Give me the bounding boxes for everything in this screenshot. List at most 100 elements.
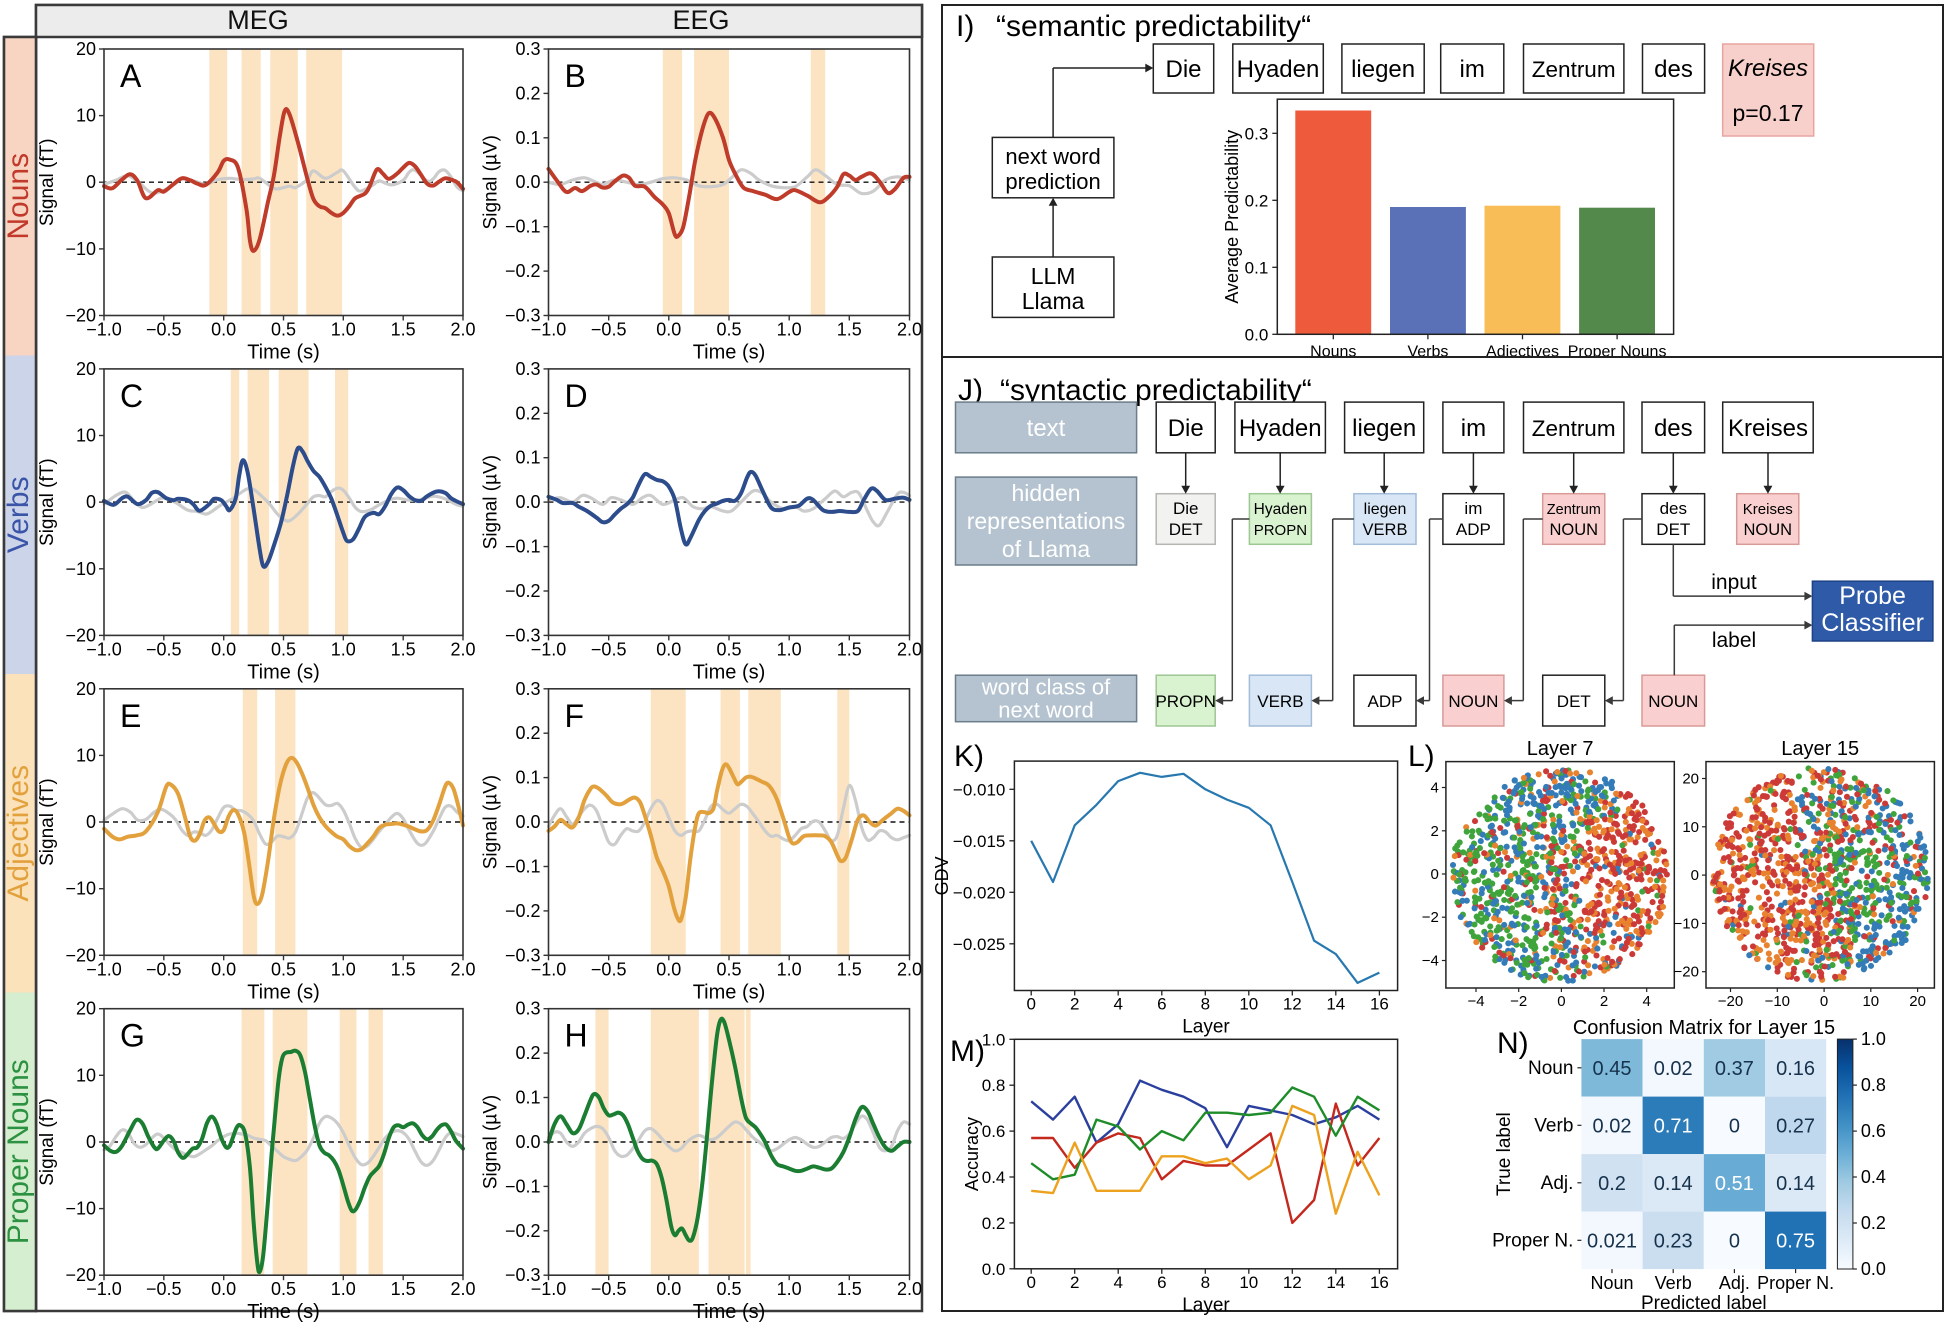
svg-text:0.37: 0.37 — [1715, 1058, 1754, 1080]
svg-text:0.5: 0.5 — [716, 1279, 741, 1299]
svg-text:0.2: 0.2 — [982, 1214, 1006, 1233]
svg-text:0.45: 0.45 — [1593, 1058, 1632, 1080]
svg-text:0.3: 0.3 — [515, 359, 540, 379]
svg-text:0.5: 0.5 — [716, 639, 741, 659]
svg-text:0: 0 — [86, 812, 96, 832]
svg-text:M): M) — [950, 1035, 985, 1068]
svg-text:Time (s): Time (s) — [693, 981, 766, 1003]
svg-text:10: 10 — [76, 1065, 96, 1085]
svg-text:Time (s): Time (s) — [247, 661, 320, 683]
svg-text:−0.5: −0.5 — [146, 1279, 182, 1299]
svg-text:Hyaden: Hyaden — [1239, 415, 1322, 442]
svg-text:im: im — [1461, 415, 1486, 442]
svg-text:Adj.: Adj. — [1719, 1273, 1750, 1293]
svg-text:20: 20 — [1682, 771, 1699, 788]
svg-text:1.0: 1.0 — [331, 639, 356, 659]
svg-text:input: input — [1711, 571, 1757, 594]
svg-text:0.1: 0.1 — [515, 128, 540, 148]
svg-text:0.5: 0.5 — [271, 1279, 296, 1299]
svg-text:Proper N.: Proper N. — [1757, 1273, 1834, 1293]
svg-text:PROPN: PROPN — [1155, 692, 1215, 711]
svg-text:Signal (fT): Signal (fT) — [37, 1098, 58, 1186]
svg-text:0.2: 0.2 — [515, 1043, 540, 1063]
svg-text:−0.1: −0.1 — [505, 217, 541, 237]
svg-text:VERB: VERB — [1363, 521, 1408, 539]
svg-text:0.0: 0.0 — [515, 1132, 540, 1152]
svg-text:K): K) — [954, 740, 984, 773]
svg-text:Classifier: Classifier — [1821, 609, 1924, 637]
svg-text:Accuracy: Accuracy — [962, 1117, 982, 1191]
svg-text:Noun: Noun — [1528, 1058, 1573, 1079]
svg-text:0.23: 0.23 — [1654, 1230, 1693, 1252]
svg-text:1.0: 1.0 — [777, 639, 802, 659]
svg-text:0: 0 — [86, 172, 96, 192]
svg-text:“semantic predictability“: “semantic predictability“ — [996, 10, 1311, 43]
svg-text:1.0: 1.0 — [331, 320, 356, 340]
svg-text:2: 2 — [1431, 823, 1439, 840]
svg-text:0.1: 0.1 — [515, 768, 540, 788]
svg-text:0.02: 0.02 — [1593, 1115, 1632, 1137]
svg-text:GDV: GDV — [932, 856, 952, 895]
svg-text:4: 4 — [1113, 1273, 1122, 1292]
svg-text:0.4: 0.4 — [982, 1168, 1006, 1187]
svg-text:Zentrum: Zentrum — [1547, 502, 1601, 518]
svg-text:Layer 15: Layer 15 — [1781, 738, 1859, 760]
svg-text:word class of: word class of — [981, 675, 1111, 700]
svg-text:20: 20 — [1909, 993, 1926, 1010]
svg-text:EEG: EEG — [672, 5, 729, 35]
svg-text:Layer: Layer — [1182, 1295, 1230, 1316]
svg-text:−0.1: −0.1 — [505, 537, 541, 557]
svg-text:Llama: Llama — [1022, 288, 1085, 314]
svg-text:Layer 7: Layer 7 — [1527, 738, 1594, 760]
svg-text:0.6: 0.6 — [982, 1122, 1006, 1141]
svg-text:−1.0: −1.0 — [531, 320, 567, 340]
svg-text:−0.5: −0.5 — [146, 320, 182, 340]
svg-text:p=0.17: p=0.17 — [1733, 100, 1804, 126]
svg-text:ADP: ADP — [1456, 520, 1491, 539]
svg-text:Confusion Matrix for Layer 15: Confusion Matrix for Layer 15 — [1573, 1017, 1835, 1039]
svg-text:0.8: 0.8 — [1861, 1075, 1886, 1095]
svg-text:−0.015: −0.015 — [953, 832, 1005, 851]
svg-text:Adj.: Adj. — [1541, 1173, 1574, 1194]
svg-text:1.5: 1.5 — [837, 1279, 862, 1299]
svg-text:DET: DET — [1557, 692, 1591, 711]
svg-text:−1.0: −1.0 — [531, 959, 567, 979]
svg-text:PROPN: PROPN — [1254, 522, 1307, 539]
svg-text:next word: next word — [998, 698, 1093, 723]
svg-text:2: 2 — [1070, 1273, 1079, 1292]
svg-text:10: 10 — [76, 426, 96, 446]
svg-text:−0.3: −0.3 — [505, 945, 541, 965]
svg-text:0.0: 0.0 — [1861, 1259, 1886, 1279]
svg-text:−0.2: −0.2 — [505, 261, 541, 281]
svg-text:0.6: 0.6 — [1861, 1121, 1886, 1141]
svg-text:1.0: 1.0 — [331, 959, 356, 979]
svg-text:0.0: 0.0 — [656, 959, 681, 979]
svg-text:0.5: 0.5 — [271, 639, 296, 659]
svg-text:NOUN: NOUN — [1744, 521, 1793, 539]
svg-text:0.75: 0.75 — [1776, 1230, 1815, 1252]
svg-text:1.5: 1.5 — [391, 959, 416, 979]
svg-text:0.2: 0.2 — [515, 83, 540, 103]
svg-text:1.0: 1.0 — [331, 1279, 356, 1299]
svg-text:1.0: 1.0 — [777, 959, 802, 979]
svg-text:0.16: 0.16 — [1776, 1058, 1815, 1080]
svg-text:True label: True label — [1494, 1112, 1515, 1196]
svg-text:Signal (fT): Signal (fT) — [37, 458, 58, 546]
svg-text:des: des — [1654, 56, 1693, 83]
svg-text:10: 10 — [1239, 1273, 1258, 1292]
svg-text:0.1: 0.1 — [515, 1088, 540, 1108]
svg-text:−10: −10 — [1765, 993, 1790, 1010]
svg-text:0.0: 0.0 — [1245, 325, 1269, 344]
svg-text:Proper N.: Proper N. — [1492, 1230, 1573, 1251]
svg-text:Kreises: Kreises — [1743, 501, 1793, 518]
svg-text:des: des — [1660, 499, 1687, 518]
svg-text:−20: −20 — [1674, 964, 1699, 981]
svg-text:2: 2 — [1600, 993, 1608, 1010]
svg-text:NOUN: NOUN — [1448, 692, 1498, 711]
svg-text:2.0: 2.0 — [450, 959, 475, 979]
svg-text:0.3: 0.3 — [515, 679, 540, 699]
svg-text:liegen: liegen — [1352, 415, 1416, 442]
svg-text:Signal (µV): Signal (µV) — [480, 775, 501, 869]
svg-text:0.5: 0.5 — [716, 959, 741, 979]
svg-text:of Llama: of Llama — [1002, 536, 1090, 562]
